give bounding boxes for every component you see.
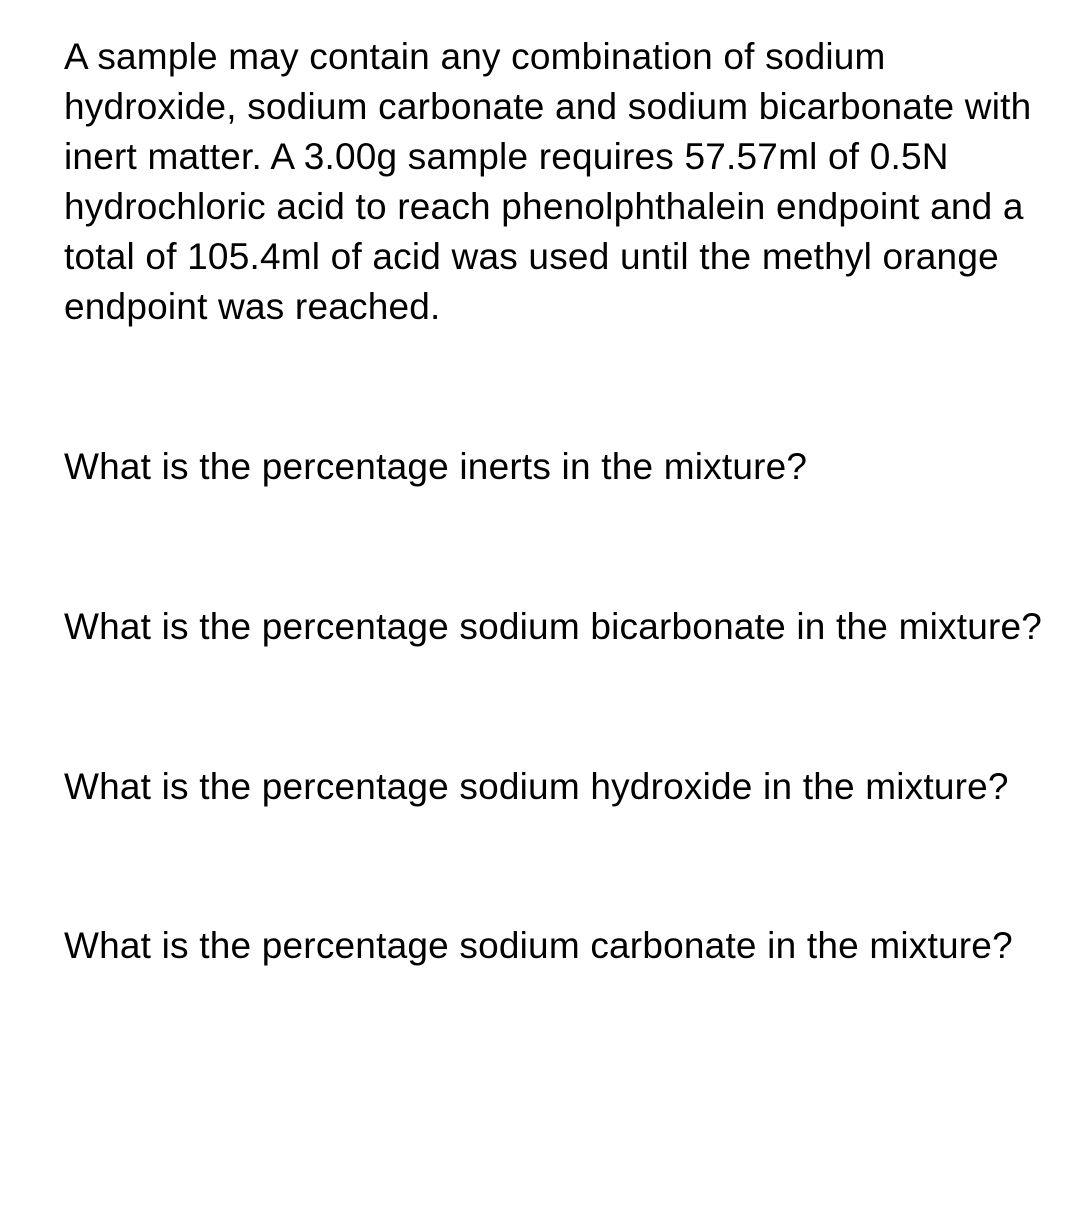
spacer (64, 652, 1052, 762)
question-1: What is the percentage inerts in the mix… (64, 442, 1052, 492)
document-page: A sample may contain any combination of … (0, 0, 1080, 1003)
spacer (64, 332, 1052, 442)
question-2: What is the percentage sodium bicarbonat… (64, 602, 1052, 652)
intro-paragraph: A sample may contain any combination of … (64, 32, 1052, 332)
question-4: What is the percentage sodium carbonate … (64, 921, 1052, 971)
question-3: What is the percentage sodium hydroxide … (64, 762, 1052, 812)
spacer (64, 811, 1052, 921)
spacer (64, 492, 1052, 602)
